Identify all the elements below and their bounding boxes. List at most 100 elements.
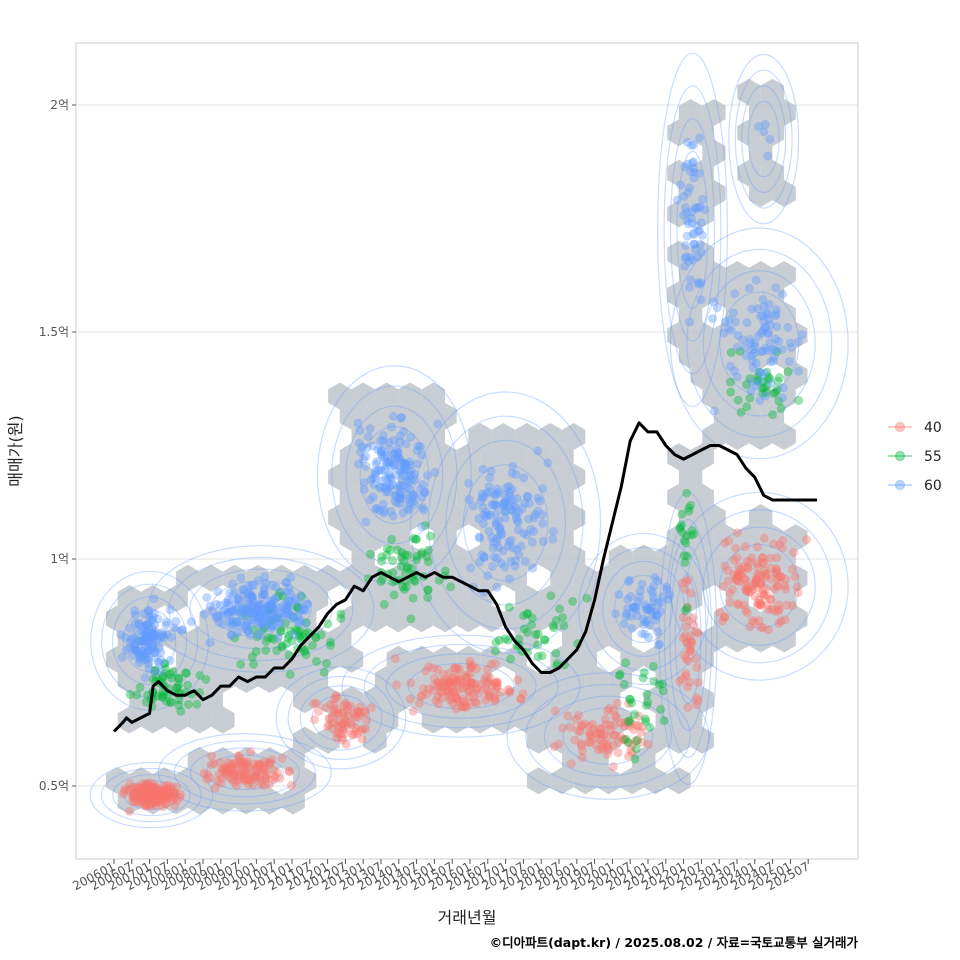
hexbin-cell	[351, 706, 375, 734]
point-60	[228, 579, 238, 589]
point-55	[641, 700, 651, 710]
point-40	[332, 728, 342, 738]
point-40	[756, 580, 766, 590]
point-40	[758, 623, 768, 633]
hexbin-cell	[562, 463, 586, 491]
point-40	[464, 687, 474, 697]
point-40	[154, 790, 164, 800]
point-55	[392, 545, 402, 555]
point-40	[128, 791, 138, 801]
point-40	[160, 799, 170, 809]
point-55	[624, 694, 634, 704]
point-60	[130, 619, 140, 629]
point-60	[665, 590, 675, 600]
hexbin-cell	[129, 686, 153, 714]
point-55	[285, 670, 295, 680]
point-40	[354, 707, 364, 717]
point-40	[689, 620, 699, 630]
point-60	[378, 430, 388, 440]
density-contour	[147, 545, 375, 673]
point-55	[642, 689, 652, 699]
point-40	[505, 686, 515, 696]
point-40	[467, 678, 477, 688]
point-55	[677, 509, 687, 519]
point-55	[387, 534, 397, 544]
point-40	[735, 565, 745, 575]
point-60	[159, 632, 169, 642]
point-40	[720, 538, 730, 548]
point-60	[269, 610, 279, 620]
hexbin-cell	[655, 666, 679, 693]
point-60	[267, 580, 277, 590]
point-40	[284, 766, 294, 776]
density-contour	[543, 695, 673, 777]
point-55	[403, 550, 413, 560]
hexbin-cell	[737, 564, 761, 592]
hexbin-cell	[468, 544, 492, 572]
point-60	[176, 625, 186, 635]
point-40	[142, 799, 152, 809]
hexbin-cell	[725, 585, 749, 612]
point-40	[159, 793, 169, 803]
point-60	[137, 621, 147, 631]
point-60	[258, 608, 268, 618]
point-60	[157, 632, 167, 642]
hexbin-cell	[643, 564, 668, 592]
point-40	[139, 797, 149, 807]
hexbin-cell	[760, 159, 785, 187]
point-55	[276, 626, 286, 636]
point-55	[649, 676, 659, 686]
hexbin-cell	[468, 706, 492, 734]
hexbin-cell	[632, 747, 656, 774]
point-40	[693, 695, 703, 705]
point-55	[773, 376, 783, 386]
hexbin-cell	[386, 524, 410, 552]
point-40	[769, 584, 779, 594]
hexbin-cell	[246, 564, 270, 592]
density-contour	[359, 425, 430, 525]
hexbin-cell	[363, 402, 387, 430]
point-40	[240, 776, 250, 786]
hexbin-cell	[784, 362, 808, 390]
point-55	[275, 587, 285, 597]
point-40	[329, 705, 339, 715]
point-60	[226, 607, 236, 617]
point-55	[301, 650, 311, 660]
hexbin-cell	[550, 686, 574, 714]
point-40	[683, 575, 693, 585]
point-40	[636, 727, 646, 737]
hexbin-cell	[772, 544, 796, 572]
point-60	[145, 631, 155, 641]
point-40	[155, 784, 165, 794]
hexbin-cell	[398, 544, 422, 572]
density-contour	[702, 270, 816, 417]
point-55	[783, 367, 793, 377]
point-55	[680, 557, 690, 567]
x-axis: 2006012006072007012007072008012008072009…	[70, 859, 812, 893]
hexbin-cell	[433, 443, 457, 471]
hexbin-cell	[503, 605, 527, 633]
point-60	[533, 446, 543, 456]
point-55	[409, 575, 419, 585]
point-40	[789, 547, 799, 557]
point-40	[156, 793, 166, 803]
point-40	[205, 773, 215, 783]
hexbin-cell	[211, 706, 235, 734]
hexbin-cell	[620, 767, 644, 795]
point-40	[221, 767, 231, 777]
point-40	[232, 775, 242, 785]
hexbin-cell	[456, 564, 481, 592]
point-40	[455, 675, 465, 685]
point-55	[679, 536, 689, 546]
point-40	[130, 792, 140, 802]
point-40	[170, 800, 180, 810]
point-55	[753, 375, 763, 385]
point-55	[261, 645, 271, 655]
point-40	[606, 725, 616, 735]
hexbin-cell	[503, 443, 527, 471]
point-55	[387, 556, 397, 566]
hexbin-cell	[702, 180, 726, 207]
point-40	[145, 778, 155, 788]
hexbin-cell	[374, 504, 399, 531]
point-55	[757, 383, 767, 393]
